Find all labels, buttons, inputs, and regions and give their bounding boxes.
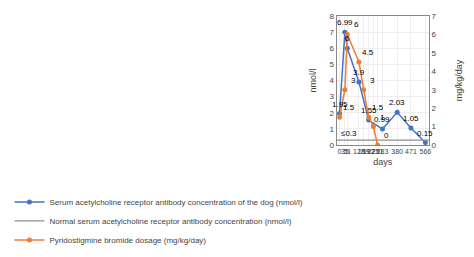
svg-text:nmol/l: nmol/l bbox=[308, 68, 318, 92]
svg-text:6: 6 bbox=[345, 34, 350, 43]
svg-text:4: 4 bbox=[329, 76, 334, 85]
svg-text:380: 380 bbox=[391, 148, 403, 155]
svg-text:Pyridostigmine bromide dosage: Pyridostigmine bromide dosage (mg/kg/day… bbox=[49, 236, 206, 245]
svg-text:2: 2 bbox=[432, 104, 437, 113]
svg-text:159: 159 bbox=[358, 148, 370, 155]
svg-text:days: days bbox=[373, 157, 393, 167]
svg-text:128: 128 bbox=[353, 148, 365, 155]
svg-text:0.99: 0.99 bbox=[374, 115, 390, 124]
svg-text:8: 8 bbox=[329, 12, 334, 21]
svg-text:1.5: 1.5 bbox=[343, 103, 355, 112]
svg-text:223: 223 bbox=[368, 148, 380, 155]
svg-text:35: 35 bbox=[341, 148, 349, 155]
svg-text:251: 251 bbox=[372, 148, 384, 155]
svg-text:192: 192 bbox=[363, 148, 375, 155]
svg-text:566: 566 bbox=[420, 148, 432, 155]
svg-text:1.95: 1.95 bbox=[332, 100, 348, 109]
svg-text:3.9: 3.9 bbox=[353, 68, 365, 77]
svg-text:2: 2 bbox=[329, 109, 334, 118]
svg-text:0: 0 bbox=[384, 131, 389, 140]
svg-text:0.15: 0.15 bbox=[417, 129, 433, 138]
svg-text:1: 1 bbox=[432, 122, 437, 131]
svg-text:471: 471 bbox=[405, 148, 417, 155]
svg-text:1: 1 bbox=[329, 125, 334, 134]
svg-text:mg/kg/day: mg/kg/day bbox=[454, 59, 464, 101]
svg-text:283: 283 bbox=[377, 148, 389, 155]
svg-text:5: 5 bbox=[432, 49, 437, 58]
svg-text:3: 3 bbox=[370, 76, 375, 85]
svg-text:4.5: 4.5 bbox=[362, 48, 374, 57]
svg-text:≤0.3: ≤0.3 bbox=[341, 129, 357, 138]
svg-text:7: 7 bbox=[329, 28, 334, 37]
svg-text:1.05: 1.05 bbox=[403, 114, 419, 123]
svg-text:3: 3 bbox=[432, 86, 437, 95]
svg-text:1: 1 bbox=[380, 113, 385, 122]
svg-text:1.55: 1.55 bbox=[361, 106, 377, 115]
svg-text:5: 5 bbox=[329, 60, 334, 69]
svg-text:4: 4 bbox=[432, 67, 437, 76]
svg-text:1.5: 1.5 bbox=[372, 103, 384, 112]
svg-text:3: 3 bbox=[351, 76, 356, 85]
svg-text:0: 0 bbox=[329, 141, 334, 150]
svg-text:0: 0 bbox=[338, 148, 342, 155]
svg-text:7: 7 bbox=[432, 12, 437, 21]
svg-text:6.99: 6.99 bbox=[337, 18, 353, 27]
svg-text:2.03: 2.03 bbox=[389, 98, 405, 107]
svg-text:51: 51 bbox=[343, 148, 351, 155]
svg-text:Serum acetylcholine receptor a: Serum acetylcholine receptor antibody co… bbox=[49, 198, 302, 207]
svg-text:0: 0 bbox=[432, 141, 437, 150]
svg-text:6: 6 bbox=[432, 30, 437, 39]
svg-text:6: 6 bbox=[329, 44, 334, 53]
svg-text:3: 3 bbox=[329, 92, 334, 101]
svg-text:Normal serum acetylcholine rec: Normal serum acetylcholine receptor anti… bbox=[49, 217, 291, 226]
svg-text:6: 6 bbox=[354, 20, 359, 29]
